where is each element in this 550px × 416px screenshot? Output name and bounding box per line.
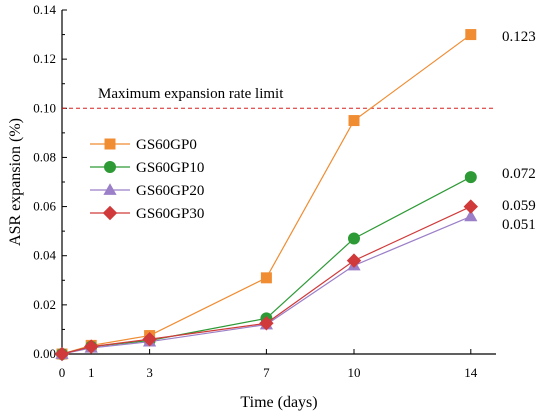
legend-label: GS60GP30 xyxy=(136,206,204,222)
max-expansion-limit-label: Maximum expansion rate limit xyxy=(98,86,284,102)
data-point xyxy=(463,199,479,214)
x-tick-label: 3 xyxy=(146,365,153,380)
data-point xyxy=(348,232,360,245)
x-tick-label: 1 xyxy=(88,365,95,380)
data-point xyxy=(142,332,157,347)
y-tick-label: 0.12 xyxy=(33,51,56,66)
x-tick-label: 7 xyxy=(263,365,270,380)
data-point xyxy=(259,316,274,331)
legend: GS60GP0 GS60GP10 GS60GP20 GS60GP30 xyxy=(90,137,204,222)
x-tick-label: 0 xyxy=(59,365,66,380)
end-value-label: 0.072 xyxy=(502,166,536,182)
data-point xyxy=(464,171,477,184)
data-point xyxy=(83,339,99,354)
series-line xyxy=(61,215,472,355)
legend-label: GS60GP10 xyxy=(136,160,204,176)
y-tick-label: 0.02 xyxy=(33,297,56,312)
end-labels: 0.123 0.072 0.059 0.051 xyxy=(502,29,536,233)
data-point xyxy=(346,253,362,268)
series-GS60GP0 xyxy=(56,29,477,360)
plot-frame xyxy=(61,10,496,355)
end-value-label: 0.051 xyxy=(502,217,536,233)
legend-label: GS60GP20 xyxy=(136,183,204,199)
series-GS60GP10 xyxy=(56,171,477,360)
legend-label: GS60GP0 xyxy=(136,137,197,153)
legend-marker xyxy=(102,205,118,221)
y-axis-ticks: 0.00 0.02 0.04 0.06 0.08 0.10 0.12 0.14 xyxy=(33,2,67,361)
y-axis-title: ASR expansion (%) xyxy=(7,118,24,246)
legend-item: GS60GP30 xyxy=(90,205,204,222)
y-tick-label: 0.06 xyxy=(33,199,56,214)
y-tick-label: 0.04 xyxy=(33,248,56,263)
data-point xyxy=(348,115,360,127)
y-tick-label: 0.10 xyxy=(33,100,56,115)
data-point xyxy=(260,272,272,284)
end-value-label: 0.123 xyxy=(502,29,536,45)
series-GS60GP30 xyxy=(54,199,479,362)
reference-line-group: Maximum expansion rate limit xyxy=(62,86,496,109)
y-tick-label: 0.14 xyxy=(33,2,56,17)
data-point xyxy=(465,29,477,41)
x-axis-title: Time (days) xyxy=(240,394,317,411)
legend-marker xyxy=(103,183,117,195)
series-line xyxy=(61,34,472,355)
legend-item: GS60GP0 xyxy=(90,137,197,153)
x-axis-ticks: 0 1 3 7 10 14 xyxy=(59,349,478,380)
legend-marker xyxy=(104,161,116,173)
end-value-label: 0.059 xyxy=(502,198,536,214)
series-layer xyxy=(54,29,479,362)
y-tick-label: 0.08 xyxy=(33,149,56,164)
legend-item: GS60GP10 xyxy=(90,160,204,176)
y-tick-label: 0.00 xyxy=(33,346,56,361)
x-tick-label: 14 xyxy=(464,365,478,380)
data-point xyxy=(54,346,70,362)
data-point xyxy=(464,209,478,222)
legend-marker xyxy=(104,138,116,150)
x-tick-label: 10 xyxy=(348,365,361,380)
legend-item: GS60GP20 xyxy=(90,183,204,199)
